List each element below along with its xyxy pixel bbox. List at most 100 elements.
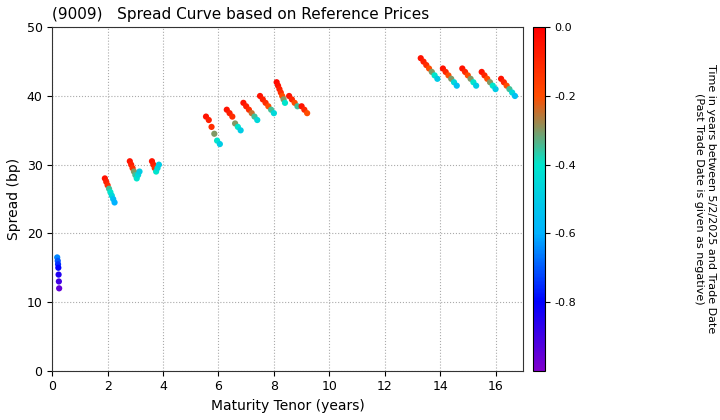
Text: (9009)   Spread Curve based on Reference Prices: (9009) Spread Curve based on Reference P… (53, 7, 429, 22)
Point (418, 58, 429, 65)
Point (150, 168, 162, 175)
Point (107, 196, 119, 202)
Point (227, 113, 238, 120)
Point (446, 76, 457, 82)
Point (52, 257, 63, 264)
Point (296, 103, 307, 110)
Point (504, 86, 516, 92)
Point (99, 175, 111, 182)
Point (243, 106, 255, 113)
Point (278, 96, 289, 103)
Point (423, 65, 435, 72)
Point (221, 106, 233, 113)
Point (131, 175, 143, 182)
Point (148, 161, 159, 168)
Point (506, 89, 518, 96)
Point (232, 123, 243, 130)
Point (302, 110, 313, 116)
Point (495, 76, 507, 82)
Point (289, 100, 300, 106)
Point (271, 79, 282, 86)
Point (132, 172, 144, 178)
Point (437, 65, 449, 72)
Point (498, 79, 510, 86)
Point (101, 178, 112, 185)
Point (263, 103, 274, 110)
Point (146, 158, 158, 165)
Point (456, 65, 468, 72)
Point (429, 72, 441, 79)
Point (152, 165, 163, 171)
Point (103, 185, 114, 192)
Point (443, 72, 454, 79)
X-axis label: Maturity Tenor (years): Maturity Tenor (years) (211, 399, 364, 413)
Point (485, 79, 496, 86)
Point (149, 165, 161, 171)
Point (440, 68, 451, 75)
Point (426, 68, 438, 75)
Point (106, 192, 117, 199)
Point (209, 130, 220, 137)
Point (238, 100, 249, 106)
Point (459, 68, 471, 75)
Point (127, 165, 138, 171)
Point (224, 110, 235, 116)
Point (53, 261, 64, 268)
Point (130, 172, 141, 178)
Point (462, 72, 474, 79)
Point (212, 137, 223, 144)
Point (274, 86, 285, 92)
Point (51, 254, 63, 261)
Point (276, 93, 288, 100)
Point (266, 106, 277, 113)
Point (268, 110, 279, 116)
Point (260, 100, 271, 106)
Point (200, 113, 212, 120)
Point (53, 264, 64, 271)
Point (246, 110, 258, 116)
Point (134, 168, 145, 175)
Point (420, 62, 432, 68)
Point (275, 89, 287, 96)
Point (470, 82, 482, 89)
Point (272, 82, 284, 89)
Point (53, 285, 65, 292)
Point (128, 168, 140, 175)
Point (254, 93, 266, 100)
Point (206, 123, 217, 130)
Point (467, 79, 479, 86)
Point (415, 55, 426, 62)
Point (490, 86, 501, 92)
Point (124, 158, 135, 165)
Point (230, 120, 241, 127)
Point (104, 189, 116, 196)
Point (125, 161, 137, 168)
Point (451, 82, 462, 89)
Point (299, 106, 310, 113)
Point (102, 182, 113, 189)
Point (109, 199, 120, 206)
Point (431, 76, 443, 82)
Point (449, 79, 460, 86)
Point (53, 271, 64, 278)
Point (214, 141, 225, 147)
Point (509, 93, 521, 100)
Point (284, 93, 295, 100)
Point (251, 117, 263, 123)
Point (465, 76, 477, 82)
Point (53, 278, 65, 285)
Point (479, 72, 490, 79)
Point (279, 100, 291, 106)
Point (248, 113, 260, 120)
Point (286, 96, 297, 103)
Point (482, 76, 493, 82)
Y-axis label: Spread (bp): Spread (bp) (7, 158, 21, 240)
Point (476, 68, 487, 75)
Y-axis label: Time in years between 5/2/2025 and Trade Date
(Past Trade Date is given as negat: Time in years between 5/2/2025 and Trade… (694, 64, 716, 333)
Point (501, 82, 513, 89)
Point (487, 82, 498, 89)
Point (235, 127, 246, 134)
Point (153, 161, 165, 168)
Point (257, 96, 269, 103)
Point (292, 103, 303, 110)
